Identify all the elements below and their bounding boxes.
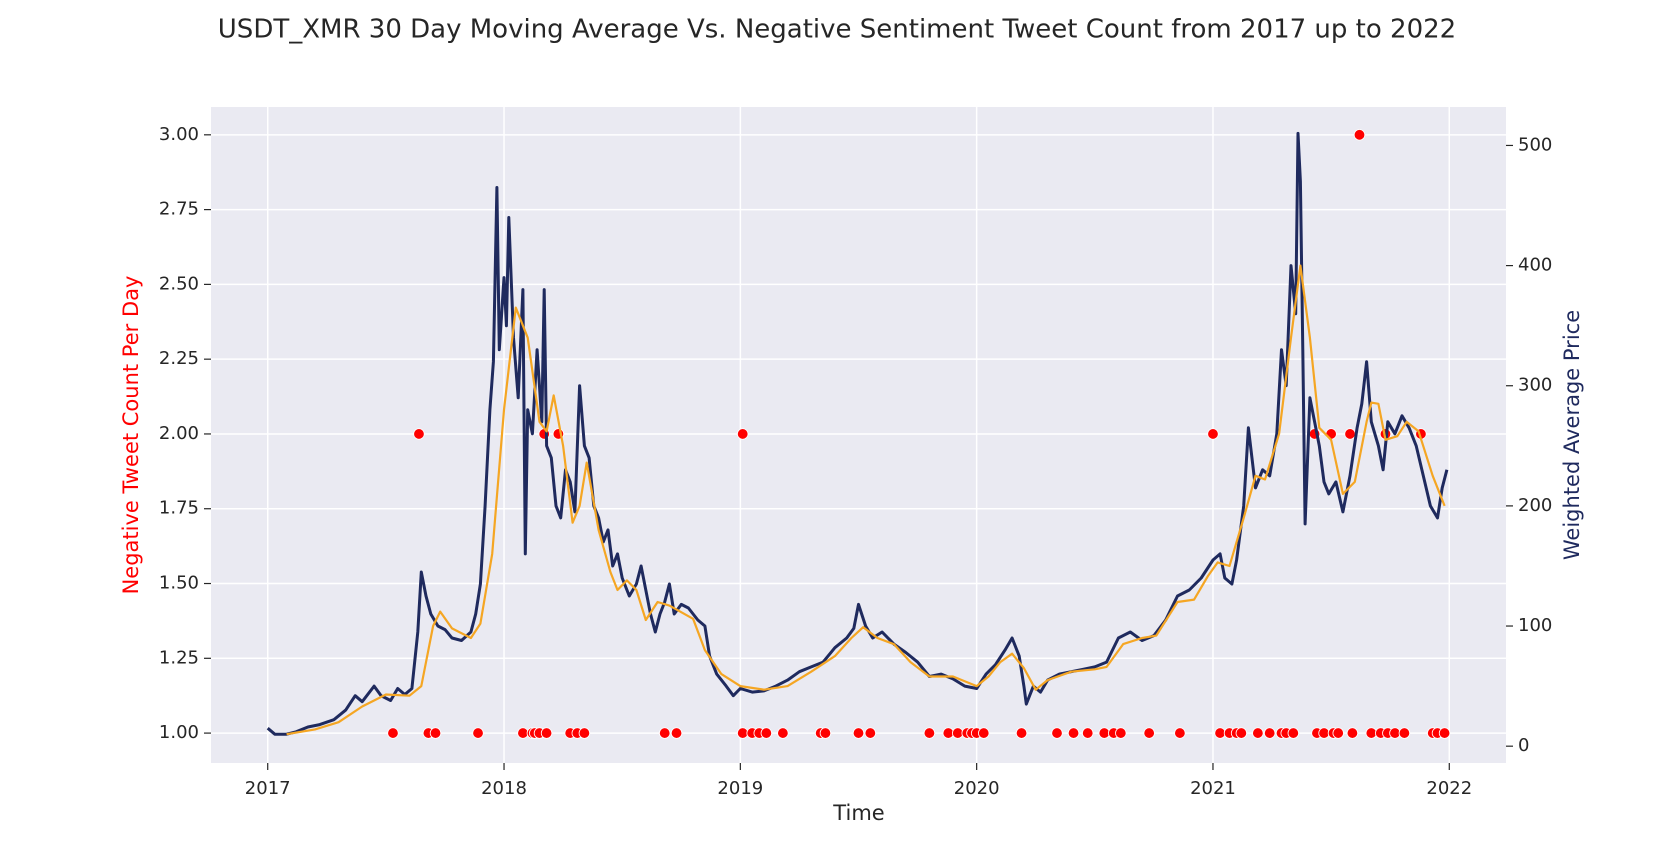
y-tick-label: 1.00	[159, 722, 199, 743]
tweet-point	[1015, 727, 1028, 739]
price-line	[266, 131, 1449, 736]
y-tick-label: 2.75	[159, 199, 199, 220]
y-tick-label: 3.00	[159, 124, 199, 145]
tweet-point	[1143, 727, 1155, 739]
tweet-point	[1214, 727, 1226, 739]
y-tick-label: 2.25	[159, 348, 199, 369]
y-tick-label: 1.25	[159, 647, 199, 668]
tweet-point	[1263, 727, 1276, 739]
x-tick-label: 2020	[954, 778, 1000, 799]
y-axis-label: Negative Tweet Count Per Day	[119, 276, 143, 595]
y2-tick-label: 400	[1518, 255, 1552, 276]
tweet-point	[517, 727, 529, 739]
tweet-point	[852, 727, 865, 739]
tweet-point	[1067, 727, 1080, 739]
tweet-point	[923, 727, 936, 739]
tweet-point	[387, 727, 399, 739]
tweet-point	[1365, 727, 1378, 739]
tweet-point	[777, 727, 789, 739]
tweet-point	[578, 727, 591, 739]
tweet-point	[737, 727, 749, 739]
tweet-point	[1346, 727, 1359, 739]
y-tick-label: 1.50	[159, 573, 199, 594]
tweet-point	[1389, 727, 1401, 739]
x-axis-label: Time	[832, 801, 884, 825]
tweet-point	[1325, 428, 1337, 440]
tweet-point	[540, 727, 553, 739]
tweet-point	[1207, 428, 1219, 440]
tweet-point	[760, 727, 773, 739]
x-tick-label: 2019	[717, 778, 763, 799]
x-tick-label: 2021	[1190, 778, 1236, 799]
tweet-point	[1115, 727, 1127, 739]
y-tick-label: 2.50	[159, 273, 199, 294]
chart-title: USDT_XMR 30 Day Moving Average Vs. Negat…	[218, 15, 1456, 45]
x-tick-label: 2022	[1426, 778, 1472, 799]
tweet-point	[472, 727, 484, 739]
x-tick-label: 2018	[481, 778, 527, 799]
tweet-point	[1082, 727, 1094, 739]
y2-tick-label: 300	[1518, 375, 1552, 396]
tweet-point	[413, 428, 425, 440]
y2-tick-label: 200	[1518, 495, 1552, 516]
tweet-point	[1318, 727, 1330, 739]
tweet-point	[1235, 727, 1248, 739]
tweet-point	[670, 727, 683, 739]
tweet-point	[429, 727, 442, 739]
tweet-point	[1398, 727, 1411, 739]
tweet-point	[942, 727, 954, 739]
tweet-point	[1344, 428, 1356, 440]
tweet-point	[864, 727, 877, 739]
tweet-point	[1051, 727, 1063, 739]
tweet-point	[952, 727, 964, 739]
y-tick-label: 2.00	[159, 423, 199, 444]
tweet-point	[1098, 727, 1110, 739]
y2-axis-label: Weighted Average Price	[1560, 310, 1584, 560]
x-tick-label: 2017	[245, 778, 291, 799]
y2-tick-label: 100	[1518, 615, 1552, 636]
tweet-point	[978, 727, 990, 739]
tweet-point	[1438, 727, 1451, 739]
tweet-point	[1353, 129, 1366, 141]
tweet-point	[819, 727, 832, 739]
price-line	[286, 264, 1446, 736]
tweet-point	[737, 428, 749, 440]
tweet-point	[1332, 727, 1344, 739]
tweet-point	[659, 727, 671, 739]
tweet-point	[1252, 727, 1264, 739]
y-tick-label: 1.75	[159, 498, 199, 519]
y2-tick-label: 500	[1518, 134, 1552, 155]
tweet-point	[1287, 727, 1300, 739]
y2-tick-label: 0	[1518, 735, 1529, 756]
marks	[266, 129, 1451, 739]
tweet-point	[1174, 727, 1186, 739]
